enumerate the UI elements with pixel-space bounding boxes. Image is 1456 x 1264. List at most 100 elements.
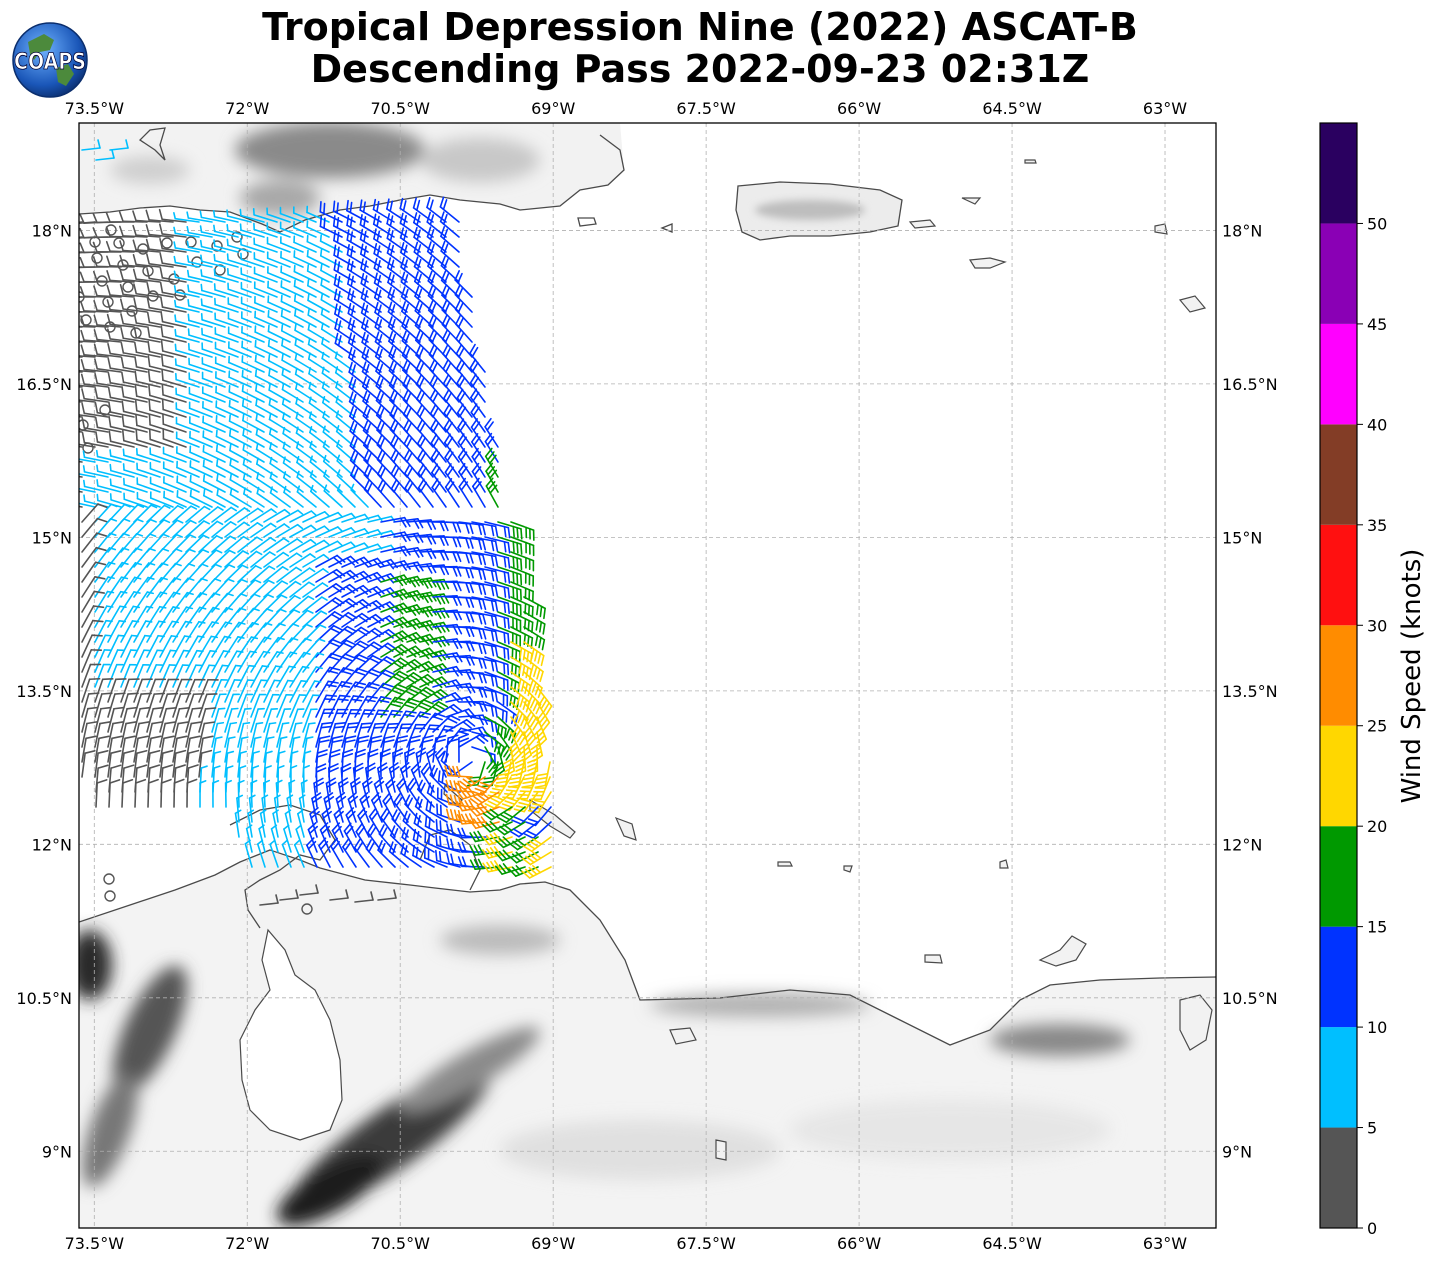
wind-barb-feather (306, 609, 314, 614)
wind-barb-feather (296, 485, 301, 493)
wind-barb-feather (366, 685, 378, 690)
wind-barb-feather (325, 777, 336, 785)
wind-barb-feather (512, 540, 515, 553)
wind-barb (136, 409, 161, 418)
wind-barb (136, 483, 161, 493)
wind-barb (276, 580, 297, 598)
wind-barb-feather (69, 433, 71, 443)
wind-barb-feather (525, 855, 535, 864)
wind-barb-feather (379, 482, 387, 493)
wind-barb-feather (262, 650, 271, 654)
wind-barb-feather (382, 658, 393, 666)
wind-barb (198, 693, 208, 718)
wind-barb (148, 219, 174, 223)
wind-barb-feather (291, 750, 299, 754)
wind-barb-feather (398, 618, 408, 627)
wind-barb-feather (403, 419, 410, 430)
wind-barb-feather (493, 846, 502, 856)
wind-barb-feather (422, 699, 434, 705)
continents-icon (28, 34, 74, 86)
wind-barb-feather (337, 290, 341, 303)
wind-barb-feather (425, 592, 433, 603)
wind-barb (224, 693, 234, 718)
wind-barb-feather (473, 845, 480, 856)
wind-barb-feather (391, 363, 397, 375)
wind-barb-feather (374, 346, 380, 358)
wind-barb-feather (469, 522, 474, 535)
wind-barb-feather (94, 358, 99, 370)
wind-barb-feather (478, 672, 483, 684)
wind-barb-feather (216, 721, 225, 725)
wind-barb (200, 245, 226, 253)
lat-tick-label-left: 15°N (32, 528, 72, 547)
wind-barb-feather (294, 352, 298, 361)
wind-barb-feather (267, 339, 271, 347)
wind-barb-feather (370, 668, 382, 674)
wind-barb (263, 693, 274, 718)
lon-tick-label-top: 64.5°W (982, 99, 1042, 118)
wind-barb-feather (282, 426, 286, 435)
wind-barb (241, 346, 265, 358)
lon-tick-label-top: 70.5°W (370, 99, 430, 118)
wind-barb (172, 708, 181, 733)
wind-barb-feather (281, 353, 284, 361)
wind-barb-feather (399, 197, 404, 210)
wind-barb-feather (67, 273, 71, 282)
wind-barb-feather (284, 809, 292, 815)
wind-barb-feather (494, 691, 498, 703)
wind-barb-feather (457, 272, 463, 284)
wind-barb-feather (346, 726, 359, 729)
wind-barb (107, 649, 119, 673)
wind-barb (107, 561, 123, 583)
wind-barb-feather (512, 571, 515, 583)
wind-barb-feather (419, 466, 427, 477)
wind-barb (175, 378, 200, 388)
wind-barb-feather (523, 833, 535, 840)
wind-barb (161, 306, 187, 313)
wind-barb-feather (516, 542, 519, 554)
wind-barb (148, 336, 174, 343)
wind-barb-feather (424, 662, 434, 671)
wind-barb-feather (368, 842, 375, 853)
wind-barb-feather (434, 703, 445, 711)
wind-barb-feather (490, 860, 498, 871)
wind-barb-feather (428, 359, 436, 371)
wind-barb-feather (413, 212, 418, 224)
wind-barb (211, 679, 223, 703)
wind-barb-feather (490, 599, 495, 612)
wind-barb-feather (485, 462, 494, 472)
wind-barb (269, 843, 279, 868)
wind-barb-feather (405, 377, 411, 389)
wind-barb (159, 722, 166, 748)
wind-barb-feather (412, 576, 420, 587)
wind-barb-feather (243, 521, 250, 527)
wind-barb (241, 390, 265, 403)
wind-barb (135, 395, 161, 403)
wind-barb-feather (241, 399, 245, 407)
wind-barb-feather (370, 739, 382, 744)
wind-barb-feather (363, 435, 369, 447)
wind-barb (122, 381, 148, 388)
wind-barb-feather (453, 809, 458, 821)
wind-barb (148, 233, 174, 238)
wind-barb-feather (268, 427, 272, 435)
wind-barb (237, 507, 259, 523)
wind-barb-feather (404, 363, 411, 374)
wind-barb-feather (458, 462, 466, 473)
wind-barb-feather (450, 853, 455, 865)
wind-barb-feather (392, 452, 400, 463)
wind-barb-feather (442, 199, 448, 211)
wind-barb-feather (93, 314, 98, 326)
wind-barb (307, 328, 330, 343)
wind-barb-feather (332, 624, 344, 631)
wind-barb-feather (521, 857, 532, 866)
wind-barb-feather (469, 669, 476, 680)
wind-barb (149, 453, 174, 463)
wind-barb (81, 503, 99, 523)
wind-barb-feather (243, 487, 246, 495)
wind-barb-feather (337, 275, 341, 288)
wind-barb-feather (511, 749, 521, 759)
wind-barb-feather (405, 407, 412, 419)
wind-barb (315, 511, 339, 523)
wind-barb-feather (457, 302, 464, 314)
